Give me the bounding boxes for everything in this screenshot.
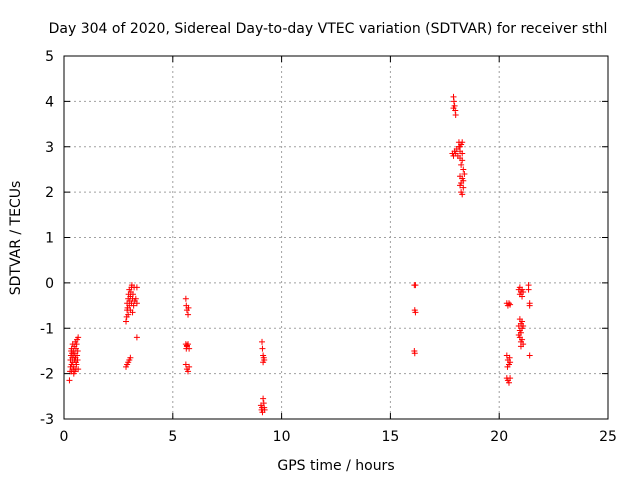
y-tick-label: 0 <box>45 276 54 292</box>
data-point <box>127 354 134 361</box>
data-point <box>461 170 468 177</box>
data-point <box>129 291 136 298</box>
data-point <box>185 311 192 318</box>
data-point <box>457 182 464 189</box>
data-point <box>260 359 267 366</box>
y-tick-label: -1 <box>40 321 54 337</box>
data-point <box>186 345 193 352</box>
y-tick-label: 2 <box>45 185 54 201</box>
data-point <box>130 302 137 309</box>
data-point <box>504 363 511 370</box>
data-point <box>132 295 139 302</box>
y-tick-label: -2 <box>40 367 54 383</box>
data-point <box>260 395 267 402</box>
data-point <box>519 318 526 325</box>
data-point <box>517 343 524 350</box>
data-point <box>66 377 73 384</box>
data-point <box>185 304 192 311</box>
data-point <box>507 375 514 382</box>
data-point <box>123 318 130 325</box>
data-point <box>182 295 189 302</box>
data-point <box>185 368 192 375</box>
data-point <box>460 184 467 191</box>
data-point <box>74 347 81 354</box>
x-tick-label: 15 <box>381 429 399 445</box>
chart-title: Day 304 of 2020, Sidereal Day-to-day VTE… <box>49 21 608 37</box>
data-point <box>412 282 419 289</box>
data-point <box>70 370 77 377</box>
data-point <box>459 157 466 164</box>
data-point <box>505 379 512 386</box>
y-tick-label: 3 <box>45 140 54 156</box>
data-point <box>526 302 533 309</box>
data-point <box>459 191 466 198</box>
data-point <box>459 150 466 157</box>
grid <box>64 56 608 419</box>
data-point <box>450 105 457 112</box>
data-point <box>450 98 457 105</box>
data-points <box>66 93 533 416</box>
y-tick-label: 1 <box>45 231 54 247</box>
data-point <box>516 327 523 334</box>
data-point <box>182 361 189 368</box>
y-tick-label: -3 <box>40 412 54 428</box>
data-point <box>259 345 266 352</box>
data-point <box>133 284 140 291</box>
x-tick-label: 5 <box>168 429 177 445</box>
tick-labels: 0 5 10 15 20 25 -3 -2 -1 0 1 2 3 4 5 <box>40 49 617 445</box>
data-point <box>411 350 418 357</box>
data-point <box>75 334 82 341</box>
data-point <box>133 334 140 341</box>
data-point <box>458 161 465 168</box>
data-point <box>452 111 459 118</box>
data-point <box>183 342 190 349</box>
data-point <box>526 352 533 359</box>
data-point <box>505 300 512 307</box>
y-tick-label: 4 <box>45 94 54 110</box>
data-point <box>520 322 527 329</box>
data-point <box>412 309 419 316</box>
data-point <box>520 288 527 295</box>
data-point <box>519 293 526 300</box>
data-point <box>525 286 532 293</box>
data-point <box>507 301 514 308</box>
axis-ticks <box>63 55 609 420</box>
data-point <box>186 363 193 370</box>
data-point <box>72 366 79 373</box>
x-tick-label: 20 <box>490 429 508 445</box>
data-point <box>460 166 467 173</box>
x-tick-label: 0 <box>60 429 69 445</box>
data-point <box>125 311 132 318</box>
y-axis-label: SDTVAR / TECUs <box>8 181 24 296</box>
data-point <box>515 332 522 339</box>
data-point <box>459 139 466 146</box>
data-point <box>74 357 81 364</box>
x-axis-label: GPS time / hours <box>277 458 394 474</box>
data-point <box>133 300 140 307</box>
data-point <box>506 354 513 361</box>
data-point <box>259 338 266 345</box>
data-point <box>457 143 464 150</box>
data-point <box>129 309 136 316</box>
x-tick-label: 10 <box>273 429 291 445</box>
data-point <box>460 177 467 184</box>
x-tick-label: 25 <box>599 429 617 445</box>
data-point <box>516 284 523 291</box>
y-tick-label: 5 <box>45 49 54 65</box>
data-point <box>185 341 192 348</box>
data-point <box>261 406 268 413</box>
